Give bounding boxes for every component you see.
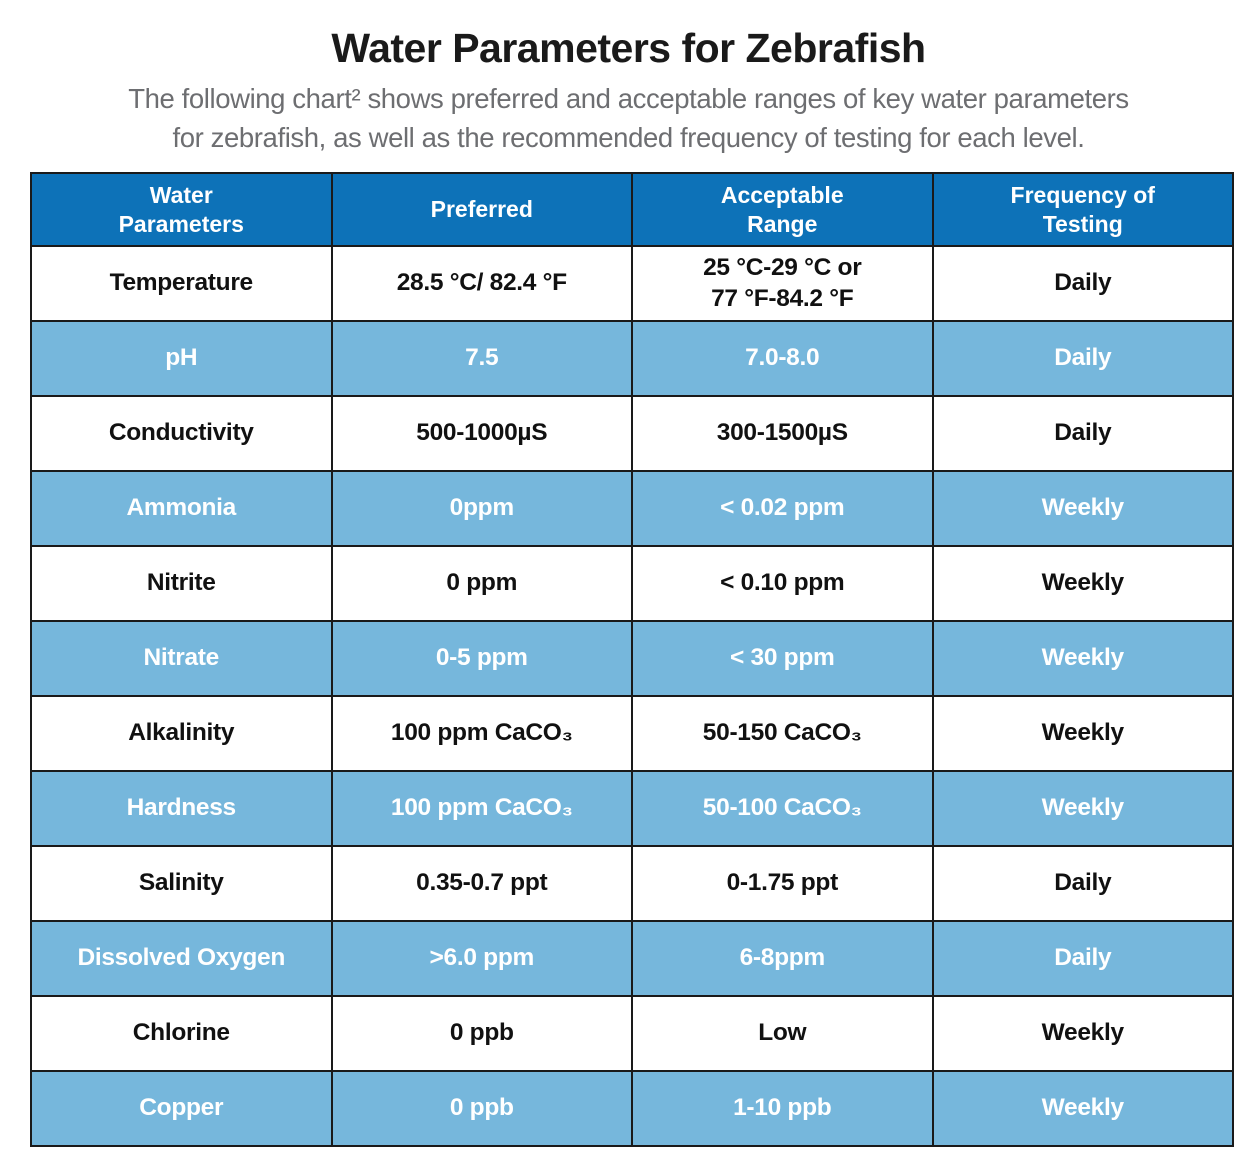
water-parameters-table: Water Parameters Preferred Acceptable Ra… bbox=[30, 172, 1234, 1148]
acceptable-range-cell: < 0.02 ppm bbox=[633, 472, 934, 548]
frequency-cell: Daily bbox=[933, 397, 1234, 473]
parameter-cell: Ammonia bbox=[32, 472, 333, 548]
preferred-cell: 0 ppb bbox=[332, 997, 633, 1073]
page-header: Water Parameters for Zebrafish The follo… bbox=[0, 0, 1257, 157]
frequency-cell: Weekly bbox=[933, 472, 1234, 548]
frequency-cell: Weekly bbox=[933, 622, 1234, 698]
table-row: Salinity 0.35-0.7 ppt 0-1.75 ppt Daily bbox=[32, 847, 1234, 923]
preferred-cell: 100 ppm CaCO₃ bbox=[332, 772, 633, 848]
preferred-cell: 0 ppm bbox=[332, 547, 633, 623]
column-header-water-parameters: Water Parameters bbox=[32, 174, 333, 248]
table-header-row: Water Parameters Preferred Acceptable Ra… bbox=[32, 174, 1234, 248]
frequency-cell: Weekly bbox=[933, 547, 1234, 623]
acceptable-range-cell: 0-1.75 ppt bbox=[633, 847, 934, 923]
column-header-acceptable-range: Acceptable Range bbox=[633, 174, 934, 248]
acceptable-range-cell: 50-100 CaCO₃ bbox=[633, 772, 934, 848]
table-row: Dissolved Oxygen >6.0 ppm 6-8ppm Daily bbox=[32, 922, 1234, 998]
parameter-cell: Nitrate bbox=[32, 622, 333, 698]
preferred-cell: 0.35-0.7 ppt bbox=[332, 847, 633, 923]
frequency-cell: Weekly bbox=[933, 697, 1234, 773]
frequency-cell: Daily bbox=[933, 847, 1234, 923]
frequency-cell: Weekly bbox=[933, 1072, 1234, 1148]
acceptable-range-cell: 25 °C-29 °C or 77 °F-84.2 °F bbox=[633, 247, 934, 323]
table-row: pH 7.5 7.0-8.0 Daily bbox=[32, 322, 1234, 398]
table-row: Chlorine 0 ppb Low Weekly bbox=[32, 997, 1234, 1073]
preferred-cell: 100 ppm CaCO₃ bbox=[332, 697, 633, 773]
table-row: Copper 0 ppb 1-10 ppb Weekly bbox=[32, 1072, 1234, 1148]
parameter-cell: Temperature bbox=[32, 247, 333, 323]
preferred-cell: 0 ppb bbox=[332, 1072, 633, 1148]
acceptable-range-cell: 300-1500µS bbox=[633, 397, 934, 473]
acceptable-range-cell: < 30 ppm bbox=[633, 622, 934, 698]
frequency-cell: Weekly bbox=[933, 772, 1234, 848]
table-row: Alkalinity 100 ppm CaCO₃ 50-150 CaCO₃ We… bbox=[32, 697, 1234, 773]
parameter-cell: Salinity bbox=[32, 847, 333, 923]
acceptable-range-cell: 6-8ppm bbox=[633, 922, 934, 998]
acceptable-range-cell: 1-10 ppb bbox=[633, 1072, 934, 1148]
table-row: Hardness 100 ppm CaCO₃ 50-100 CaCO₃ Week… bbox=[32, 772, 1234, 848]
table-row: Nitrate 0-5 ppm < 30 ppm Weekly bbox=[32, 622, 1234, 698]
preferred-cell: >6.0 ppm bbox=[332, 922, 633, 998]
column-header-frequency-of-testing: Frequency of Testing bbox=[933, 174, 1234, 248]
acceptable-range-cell: < 0.10 ppm bbox=[633, 547, 934, 623]
table-row: Ammonia 0ppm < 0.02 ppm Weekly bbox=[32, 472, 1234, 548]
frequency-cell: Daily bbox=[933, 922, 1234, 998]
page-title: Water Parameters for Zebrafish bbox=[331, 25, 926, 71]
parameter-cell: Alkalinity bbox=[32, 697, 333, 773]
frequency-cell: Weekly bbox=[933, 997, 1234, 1073]
parameter-cell: Copper bbox=[32, 1072, 333, 1148]
acceptable-range-cell: 50-150 CaCO₃ bbox=[633, 697, 934, 773]
frequency-cell: Daily bbox=[933, 247, 1234, 323]
table-row: Nitrite 0 ppm < 0.10 ppm Weekly bbox=[32, 547, 1234, 623]
parameter-cell: Nitrite bbox=[32, 547, 333, 623]
table-row: Temperature 28.5 °C/ 82.4 °F 25 °C-29 °C… bbox=[32, 247, 1234, 323]
parameter-cell: pH bbox=[32, 322, 333, 398]
column-header-preferred: Preferred bbox=[332, 174, 633, 248]
frequency-cell: Daily bbox=[933, 322, 1234, 398]
acceptable-range-cell: 7.0-8.0 bbox=[633, 322, 934, 398]
preferred-cell: 500-1000µS bbox=[332, 397, 633, 473]
page-subtitle: The following chart² shows preferred and… bbox=[128, 83, 1129, 153]
parameter-cell: Conductivity bbox=[32, 397, 333, 473]
parameter-cell: Hardness bbox=[32, 772, 333, 848]
preferred-cell: 0ppm bbox=[332, 472, 633, 548]
parameter-cell: Dissolved Oxygen bbox=[32, 922, 333, 998]
table-body: Temperature 28.5 °C/ 82.4 °F 25 °C-29 °C… bbox=[32, 247, 1234, 1148]
parameter-cell: Chlorine bbox=[32, 997, 333, 1073]
preferred-cell: 0-5 ppm bbox=[332, 622, 633, 698]
table-row: Conductivity 500-1000µS 300-1500µS Daily bbox=[32, 397, 1234, 473]
acceptable-range-cell: Low bbox=[633, 997, 934, 1073]
preferred-cell: 28.5 °C/ 82.4 °F bbox=[332, 247, 633, 323]
preferred-cell: 7.5 bbox=[332, 322, 633, 398]
